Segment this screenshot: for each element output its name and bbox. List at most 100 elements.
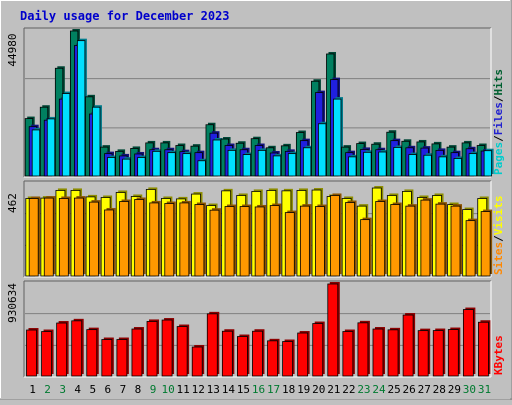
day-label: 10 [161,383,174,396]
kbytes-panel-max-label: 930634 [6,283,19,323]
day-label: 8 [135,383,142,396]
chart-title: Daily usage for December 2023 [20,9,230,23]
day-label: 3 [59,383,66,396]
visits-panel-sites-bar [420,199,431,277]
day-label: 2 [44,383,51,396]
traffic-panel-pages-bar [408,154,417,177]
kbytes-panel-kbytes-bar [312,323,324,377]
visits-panel-sites-bar [164,203,175,277]
day-label: 25 [387,383,400,396]
kbytes-panel-kbytes-bar [116,339,128,377]
traffic-panel-legend-item: Pages [492,142,505,175]
kbytes-panel-kbytes-bar [447,329,459,377]
traffic-panel-pages-bar [137,157,146,177]
traffic-panel-pages-bar [197,160,206,177]
kbytes-panel-kbytes-bar [402,314,414,377]
visits-panel-sites-bar [465,220,476,277]
kbytes-panel-kbytes-bar [387,329,399,377]
traffic-panel-legend-item: Hits [492,69,505,96]
visits-panel-sites-bar [194,204,205,277]
day-label: 14 [222,383,236,396]
day-label: 31 [478,383,491,396]
traffic-panel-pages-bar [468,153,477,177]
kbytes-panel-kbytes-bar [417,330,429,377]
traffic-panel-pages-bar [302,147,312,177]
kbytes-panel-kbytes-bar [221,330,233,377]
visits-panel-sites-bar [284,212,295,277]
kbytes-panel-kbytes-bar [478,321,489,377]
visits-panel-sites-bar [390,204,401,277]
visits-panel-sites-bar [43,197,54,277]
day-label: 9 [150,383,157,396]
kbytes-panel-kbytes-bar [26,329,37,377]
visits-panel-sites-bar [58,198,69,277]
traffic-panel-pages-bar [212,139,221,177]
traffic-panel-pages-bar [393,147,402,177]
visits-panel-legend-item: Sites [492,242,505,275]
traffic-panel-pages-bar [287,153,297,177]
traffic-panel-pages-bar [61,93,71,177]
kbytes-panel-kbytes-bar [342,331,354,377]
visits-panel-sites-bar [239,206,250,277]
day-label: 21 [327,383,340,396]
kbytes-panel-kbytes-bar [462,309,474,377]
visits-panel-sites-bar [209,209,220,277]
traffic-panel-pages-bar [378,151,387,177]
day-labels: 1 2 3 4 5 6 7 8 9 10 11 12 13 14 15 16 17 18 19 20 21 22 23 24 2… [29,383,491,396]
kbytes-panel-kbytes-bar [161,319,173,377]
kbytes-panel: 930634 KBytes [6,280,505,378]
traffic-panel-pages-bar [227,149,236,177]
traffic-panel-pages-bar [182,153,191,177]
kbytes-panel-kbytes-bar [237,336,248,377]
traffic-panel-pages-bar [438,156,447,177]
kbytes-panel-kbytes-bar [432,330,444,377]
traffic-panel-pages-bar [242,154,252,177]
visits-panel-sites-bar [330,195,340,277]
kbytes-panel-kbytes-bar [101,339,113,377]
day-label: 1 [29,383,36,396]
traffic-panel-legend-item: Files [492,102,505,135]
visits-panel-sites-bar [89,201,99,277]
kbytes-panel-kbytes-bar [71,320,83,377]
visits-panel-sites-bar [435,203,446,277]
visits-panel-sites-bar [375,201,386,277]
traffic-panel-legend-item: / [492,135,505,142]
traffic-panel-max-label: 44980 [6,33,19,66]
visits-panel-sites-bar [315,206,325,277]
day-label: 5 [89,383,96,396]
visits-sites-panel: 462 Sites/Visits [6,180,505,278]
day-label: 26 [403,383,416,396]
day-label: 23 [357,383,370,396]
kbytes-panel-kbytes-bar [357,322,369,377]
kbytes-panel-kbytes-bar [206,313,218,377]
kbytes-panel-kbytes-bar [41,331,52,377]
kbytes-panel-kbytes-bar [146,321,158,377]
day-label: 17 [267,383,280,396]
traffic-panel-pages-bar [453,158,462,177]
kbytes-panel-kbytes-bar [372,328,384,377]
visits-panel-sites-bar [254,206,265,277]
visits-panel-sites-bar [179,202,190,277]
visits-panel-legend-item: / [492,235,505,242]
visits-panel-legend: Sites/Visits [492,196,505,276]
traffic-panel-pages-bar [257,149,267,177]
traffic-panel-legend: Pages/Files/Hits [492,69,505,175]
visits-panel-legend-item: Visits [492,196,505,236]
kbytes-panel-kbytes-bar [297,332,309,377]
day-label: 20 [312,383,325,396]
visits-panel-sites-bar [480,211,491,277]
traffic-panel-pages-bar [46,118,56,177]
visits-panel-sites-bar [345,202,355,277]
visits-panel-sites-bar [405,205,416,277]
day-label: 13 [207,383,220,396]
day-label: 29 [448,383,461,396]
day-label: 7 [120,383,127,396]
kbytes-panel-kbytes-bar [191,346,203,377]
day-label: 30 [463,383,476,396]
day-label: 18 [282,383,295,396]
traffic-panel-pages-bar [363,151,372,177]
visits-panel-sites-bar [149,202,160,277]
day-label: 27 [418,383,431,396]
